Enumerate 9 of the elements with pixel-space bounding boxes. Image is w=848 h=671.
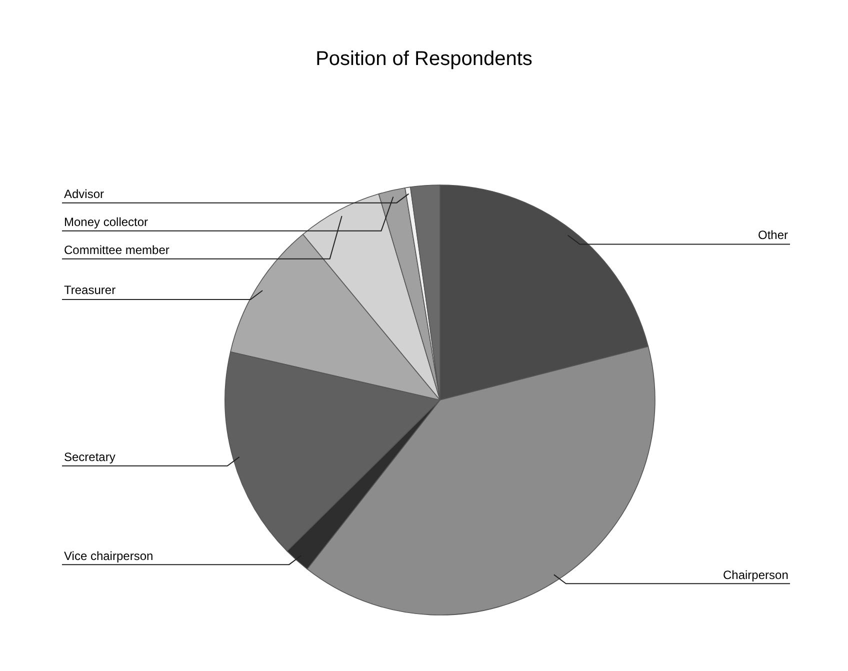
slice-label: Other xyxy=(758,228,788,242)
slice-label: Money collector xyxy=(64,215,148,229)
slice-label: Secretary xyxy=(64,450,116,464)
chart-title: Position of Respondents xyxy=(316,48,532,70)
slice-label: Treasurer xyxy=(64,283,116,297)
slice-label: Chairperson xyxy=(723,568,788,582)
slice-label: Committee member xyxy=(64,243,170,257)
slice-label: Vice chairperson xyxy=(64,549,154,563)
slice-label: Advisor xyxy=(64,187,104,201)
